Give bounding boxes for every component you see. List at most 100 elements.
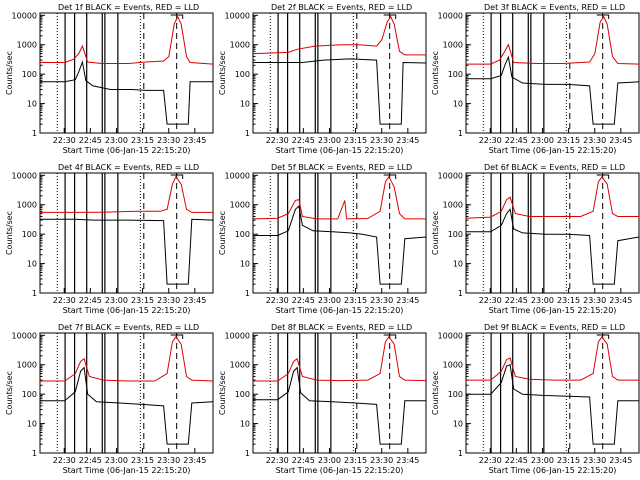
chart-title: Det 7f BLACK = Events, RED = LLD bbox=[58, 323, 199, 332]
x-tick-label: 23:00 bbox=[318, 136, 341, 145]
series-line-lld bbox=[466, 335, 639, 381]
x-tick-label: 22:30 bbox=[266, 136, 289, 145]
x-tick-label: 22:30 bbox=[266, 296, 289, 305]
y-tick-label: 1 bbox=[32, 449, 37, 458]
x-tick-label: 22:45 bbox=[79, 456, 102, 465]
y-axis-label: Counts/sec bbox=[218, 51, 227, 95]
x-axis-label: Start Time (06-Jan-15 22:15:20) bbox=[276, 306, 404, 315]
y-tick-label: 10 bbox=[453, 260, 463, 269]
x-tick-label: 22:30 bbox=[53, 456, 76, 465]
series-line-events bbox=[253, 205, 427, 285]
series-line-lld bbox=[40, 175, 213, 213]
x-axis-label: Start Time (06-Jan-15 22:15:20) bbox=[489, 146, 617, 155]
top-bracket-marker bbox=[170, 334, 184, 339]
plot-frame bbox=[252, 332, 427, 454]
x-tick-label: 23:15 bbox=[344, 296, 367, 305]
chart-title: Det 6f BLACK = Events, RED = LLD bbox=[484, 163, 625, 172]
x-tick-label: 23:45 bbox=[183, 456, 206, 465]
chart-title: Det 4f BLACK = Events, RED = LLD bbox=[58, 163, 199, 172]
series-line-events bbox=[253, 58, 427, 125]
x-tick-label: 22:45 bbox=[505, 136, 528, 145]
y-tick-label: 100 bbox=[235, 70, 250, 79]
y-tick-label: 10000 bbox=[12, 331, 37, 340]
y-tick-label: 1000 bbox=[443, 201, 463, 210]
x-tick-label: 22:45 bbox=[292, 456, 315, 465]
x-tick-label: 23:15 bbox=[344, 456, 367, 465]
series-line-lld bbox=[40, 15, 214, 65]
y-tick-label: 100 bbox=[448, 390, 463, 399]
y-axis-label: Counts/sec bbox=[431, 211, 440, 255]
plot-frame bbox=[252, 172, 427, 294]
x-tick-label: 22:45 bbox=[505, 456, 528, 465]
chart-title: Det 8f BLACK = Events, RED = LLD bbox=[271, 323, 412, 332]
y-tick-label: 1 bbox=[458, 289, 463, 298]
series-line-lld bbox=[252, 175, 426, 220]
y-tick-label: 1000 bbox=[17, 201, 37, 210]
chart-title: Det 3f BLACK = Events, RED = LLD bbox=[484, 3, 625, 12]
x-axis-label: Start Time (06-Jan-15 22:15:20) bbox=[489, 466, 617, 475]
y-tick-label: 10 bbox=[453, 420, 463, 429]
y-tick-label: 100 bbox=[448, 70, 463, 79]
y-tick-label: 10 bbox=[453, 100, 463, 109]
x-tick-label: 23:00 bbox=[531, 456, 554, 465]
x-tick-label: 23:00 bbox=[531, 296, 554, 305]
chart-title: Det 5f BLACK = Events, RED = LLD bbox=[271, 163, 412, 172]
x-tick-label: 23:30 bbox=[157, 136, 180, 145]
chart-title: Det 1f BLACK = Events, RED = LLD bbox=[58, 3, 199, 12]
x-tick-label: 23:30 bbox=[370, 136, 393, 145]
top-bracket-marker bbox=[383, 334, 397, 339]
top-bracket-marker bbox=[383, 14, 397, 19]
chart-panel-8: Det 8f BLACK = Events, RED = LLD 1 10 100 10… bbox=[218, 323, 427, 475]
y-tick-label: 1000 bbox=[443, 361, 463, 370]
series-line-events bbox=[466, 55, 640, 125]
series-line-events bbox=[40, 60, 213, 125]
x-tick-label: 23:00 bbox=[105, 296, 128, 305]
x-tick-label: 22:30 bbox=[53, 136, 76, 145]
y-tick-label: 1 bbox=[458, 129, 463, 138]
y-tick-label: 10 bbox=[27, 100, 37, 109]
y-tick-label: 1000 bbox=[443, 41, 463, 50]
x-tick-label: 23:00 bbox=[318, 456, 341, 465]
x-tick-label: 23:45 bbox=[396, 136, 419, 145]
top-bracket-marker bbox=[170, 174, 184, 179]
x-tick-label: 23:30 bbox=[583, 136, 606, 145]
x-tick-label: 23:30 bbox=[370, 456, 393, 465]
y-axis-label: Counts/sec bbox=[5, 51, 14, 95]
x-tick-label: 22:45 bbox=[292, 296, 315, 305]
top-bracket-marker bbox=[596, 174, 610, 179]
x-tick-label: 23:30 bbox=[583, 296, 606, 305]
x-tick-label: 23:15 bbox=[557, 136, 580, 145]
y-axis-label: Counts/sec bbox=[218, 211, 227, 255]
y-tick-label: 10 bbox=[240, 420, 250, 429]
x-tick-label: 22:30 bbox=[479, 136, 502, 145]
x-tick-label: 22:45 bbox=[292, 136, 315, 145]
y-tick-label: 100 bbox=[22, 390, 37, 399]
x-tick-label: 22:30 bbox=[479, 456, 502, 465]
x-tick-label: 23:00 bbox=[318, 296, 341, 305]
x-axis-label: Start Time (06-Jan-15 22:15:20) bbox=[276, 146, 404, 155]
plot-frame bbox=[39, 12, 214, 134]
chart-panel-5: Det 5f BLACK = Events, RED = LLD 1 10 100 10… bbox=[218, 163, 427, 315]
y-tick-label: 1 bbox=[245, 449, 250, 458]
x-tick-label: 23:00 bbox=[105, 136, 128, 145]
y-tick-label: 10000 bbox=[438, 11, 463, 20]
y-tick-label: 100 bbox=[448, 230, 463, 239]
chart-panel-9: Det 9f BLACK = Events, RED = LLD 1 10 100 10… bbox=[431, 323, 640, 475]
chart-title: Det 2f BLACK = Events, RED = LLD bbox=[271, 3, 412, 12]
x-tick-label: 23:15 bbox=[557, 456, 580, 465]
x-tick-label: 23:15 bbox=[131, 136, 154, 145]
x-tick-label: 23:00 bbox=[105, 456, 128, 465]
series-line-events bbox=[40, 366, 214, 445]
y-tick-label: 100 bbox=[22, 230, 37, 239]
y-tick-label: 1 bbox=[245, 129, 250, 138]
series-line-lld bbox=[253, 335, 427, 382]
x-tick-label: 22:30 bbox=[53, 296, 76, 305]
top-bracket-marker bbox=[596, 334, 610, 339]
x-tick-label: 22:30 bbox=[479, 296, 502, 305]
series-line-events bbox=[253, 366, 426, 445]
series-line-lld bbox=[465, 175, 639, 219]
y-tick-label: 10 bbox=[240, 260, 250, 269]
x-axis-label: Start Time (06-Jan-15 22:15:20) bbox=[63, 146, 191, 155]
top-bracket-marker bbox=[383, 174, 397, 179]
